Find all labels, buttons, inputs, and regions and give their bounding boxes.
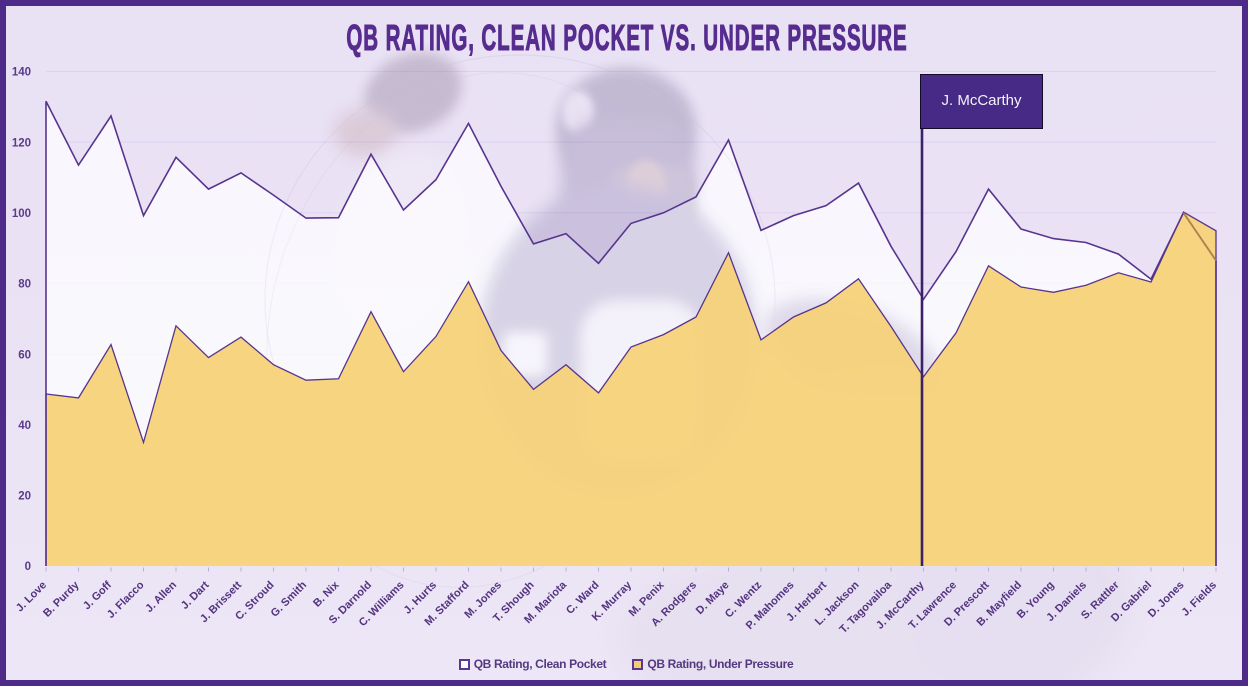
svg-text:J. Allen: J. Allen — [143, 579, 179, 615]
svg-text:120: 120 — [12, 137, 31, 149]
svg-text:B. Purdy: B. Purdy — [41, 579, 82, 620]
svg-text:D. Jones: D. Jones — [1146, 579, 1187, 620]
svg-text:60: 60 — [18, 349, 31, 361]
svg-text:100: 100 — [12, 208, 31, 220]
svg-text:G. Smith: G. Smith — [269, 579, 310, 620]
svg-text:40: 40 — [18, 420, 31, 432]
svg-text:140: 140 — [12, 67, 31, 79]
svg-text:J. Fields: J. Fields — [1180, 579, 1220, 619]
svg-text:B. Nix: B. Nix — [311, 579, 342, 610]
svg-text:80: 80 — [18, 279, 31, 291]
svg-text:0: 0 — [25, 561, 31, 573]
svg-text:20: 20 — [18, 491, 31, 503]
